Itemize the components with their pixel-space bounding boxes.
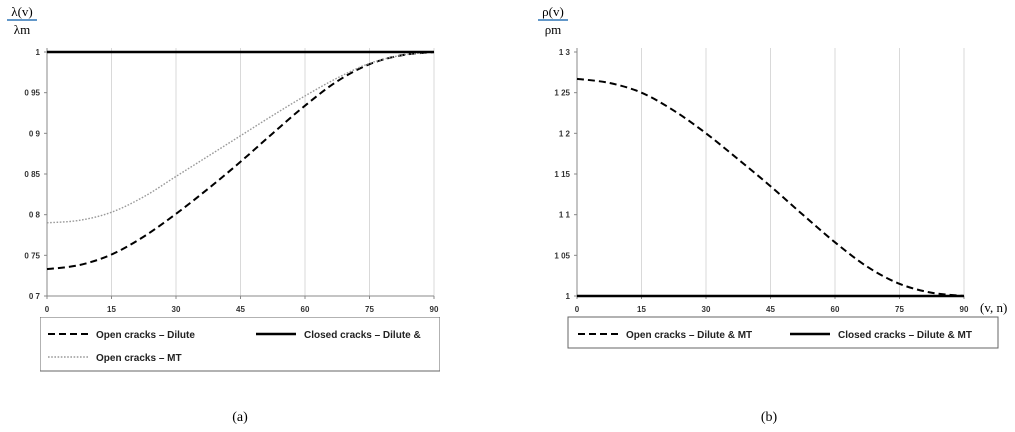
y-tick-label: 1 1 — [559, 211, 571, 220]
x-tick-label: 15 — [107, 305, 116, 314]
x-tick-label: 60 — [831, 305, 840, 314]
y-axis-label: ρ(v) ρm — [538, 4, 568, 37]
x-tick-label: 90 — [430, 305, 439, 314]
legend: Open cracks – Dilute & MT Closed cracks –… — [567, 316, 999, 349]
legend: Open cracks – Dilute Open cracks – MT Clos… — [40, 317, 440, 372]
y-tick-label: 0 75 — [24, 251, 40, 260]
legend-label-1: Open cracks – MT — [96, 353, 182, 364]
y-tick-label: 0 7 — [29, 292, 41, 301]
series-line-0 — [576, 77, 965, 297]
y-label-denominator: λm — [14, 22, 30, 37]
y-axis-label: λ(v) λm — [7, 4, 37, 37]
legend-label-0: Open cracks – Dilute & MT — [626, 330, 752, 341]
x-tick-label: 15 — [637, 305, 646, 314]
y-tick-label: 0 9 — [29, 129, 41, 138]
x-tick-label: 30 — [702, 305, 711, 314]
x-tick-label: 45 — [236, 305, 245, 314]
legend-label-1: Closed cracks – Dilute & MT — [838, 330, 972, 341]
x-tick-label: 30 — [172, 305, 181, 314]
y-tick-label: 1 05 — [554, 251, 570, 260]
y-tick-label: 0 8 — [29, 211, 41, 220]
x-tick-label: 0 — [575, 305, 580, 314]
x-axis-label: (v, n) — [980, 300, 1007, 315]
series-line-1 — [46, 51, 435, 224]
x-tick-label: 75 — [895, 305, 904, 314]
y-label-numerator: ρ(v) — [542, 4, 564, 19]
y-tick-label: 1 — [36, 48, 41, 57]
series-line-0 — [46, 51, 435, 271]
x-tick-label: 60 — [301, 305, 310, 314]
y-tick-label: 1 15 — [554, 170, 570, 179]
x-tick-label: 45 — [766, 305, 775, 314]
panel-caption: (b) — [761, 410, 778, 425]
x-tick-label: 90 — [960, 305, 969, 314]
x-tick-label: 75 — [365, 305, 374, 314]
chart-panel-b: 11 051 11 151 21 251 30 15 30 45 60 75 90ρ(v)ρ… — [538, 4, 1007, 425]
legend-label-2: Closed cracks – Dilute & — [304, 330, 421, 341]
panel-caption: (a) — [232, 410, 248, 425]
legend-box — [40, 317, 440, 372]
legend-box — [567, 316, 999, 349]
y-tick-label: 1 3 — [559, 48, 571, 57]
y-label-numerator: λ(v) — [11, 4, 32, 19]
y-tick-label: 0 95 — [24, 89, 40, 98]
y-tick-label: 1 2 — [559, 129, 571, 138]
y-tick-label: 1 25 — [554, 89, 570, 98]
y-label-denominator: ρm — [545, 22, 562, 37]
x-tick-label: 0 — [45, 305, 50, 314]
y-tick-label: 0 85 — [24, 170, 40, 179]
y-tick-label: 1 — [566, 292, 571, 301]
legend-label-0: Open cracks – Dilute — [96, 330, 195, 341]
